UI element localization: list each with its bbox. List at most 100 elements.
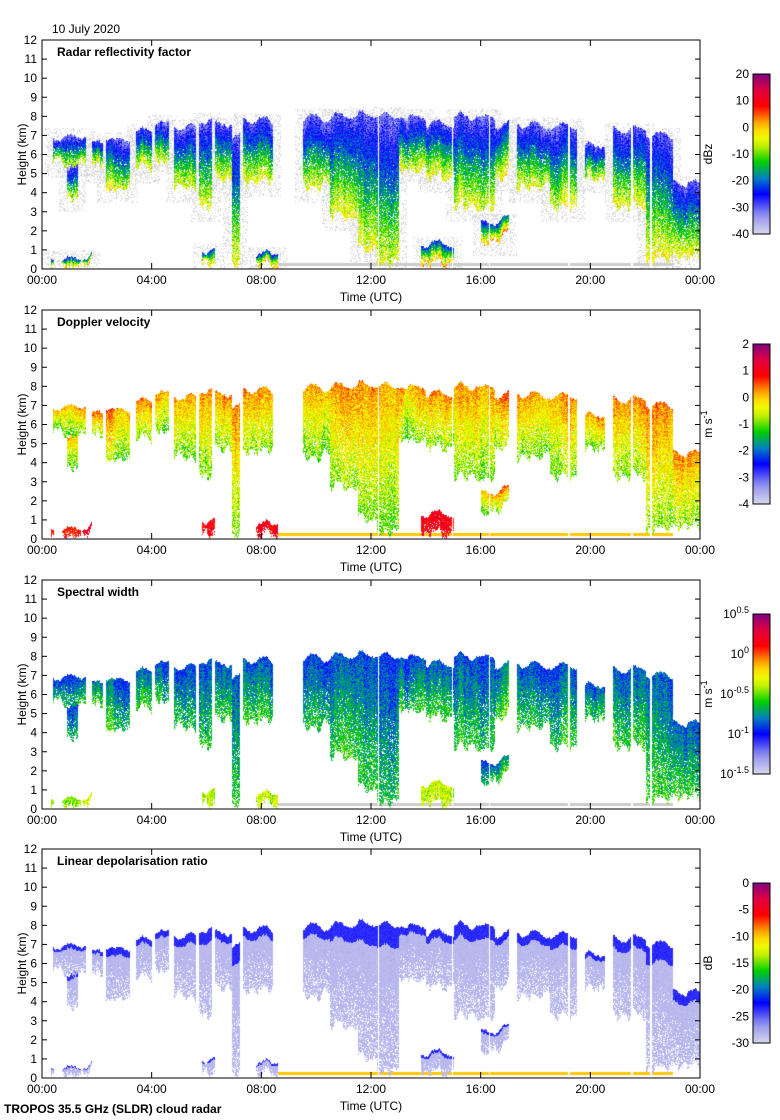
- colorbar-tick-label: 10-0.5: [720, 685, 749, 701]
- plot-frame: [41, 39, 701, 270]
- x-tick-label: 08:00: [246, 1082, 276, 1096]
- x-axis-label: Time (UTC): [340, 830, 402, 844]
- colorbar-tick-label: 10-1: [728, 725, 749, 741]
- colorbar-unit-label: m s-1: [699, 410, 715, 437]
- y-tick-label: 6: [30, 148, 37, 162]
- x-tick-label: 16:00: [466, 813, 496, 827]
- y-tick-label: 2: [30, 1033, 37, 1047]
- panel-title: Linear depolarisation ratio: [57, 854, 208, 868]
- colorbar-unit-label: m s-1: [699, 680, 715, 707]
- y-tick-label: 8: [30, 918, 37, 932]
- y-tick-label: 3: [30, 1014, 37, 1028]
- y-axis-label: Height (km): [15, 663, 29, 725]
- y-tick-label: 2: [30, 764, 37, 778]
- x-tick-label: 00:00: [27, 543, 57, 557]
- y-tick-label: 10: [24, 341, 38, 355]
- x-tick-label: 20:00: [575, 813, 605, 827]
- y-tick-label: 1: [30, 513, 37, 527]
- footer-label: TROPOS 35.5 GHz (SLDR) cloud radar: [4, 1102, 222, 1116]
- plot-frame: [41, 579, 701, 810]
- y-tick-label: 6: [30, 418, 37, 432]
- colorbar-tick-label: 20: [736, 67, 750, 81]
- colorbar-tick-label: -20: [732, 983, 750, 997]
- y-tick-label: 4: [30, 995, 37, 1009]
- y-tick-label: 4: [30, 726, 37, 740]
- colorbar-tick-label: 100: [731, 645, 749, 661]
- x-tick-label: 04:00: [137, 1082, 167, 1096]
- x-tick-label: 00:00: [27, 813, 57, 827]
- colorbar: [752, 73, 771, 235]
- y-tick-label: 9: [30, 360, 37, 374]
- x-tick-label: 00:00: [685, 1082, 715, 1096]
- x-tick-label: 04:00: [137, 273, 167, 287]
- y-tick-label: 8: [30, 649, 37, 663]
- x-tick-label: 00:00: [27, 273, 57, 287]
- x-tick-label: 04:00: [137, 543, 167, 557]
- y-tick-label: 6: [30, 688, 37, 702]
- colorbar-unit-label: dB: [701, 956, 715, 971]
- x-tick-label: 00:00: [685, 813, 715, 827]
- y-tick-label: 0: [30, 532, 37, 546]
- y-tick-label: 12: [24, 33, 38, 47]
- y-tick-label: 5: [30, 707, 37, 721]
- x-tick-label: 20:00: [575, 543, 605, 557]
- colorbar-tick-label: -25: [732, 1009, 750, 1023]
- colorbar: [752, 613, 771, 775]
- y-tick-label: 0: [30, 1071, 37, 1085]
- y-tick-label: 6: [30, 957, 37, 971]
- colorbar-tick-label: 0: [742, 876, 749, 890]
- colorbar: [752, 882, 771, 1044]
- y-tick-label: 11: [25, 322, 38, 336]
- panel-title: Radar reflectivity factor: [57, 45, 191, 59]
- colorbar-tick-label: 100.5: [723, 605, 749, 621]
- y-tick-label: 2: [30, 494, 37, 508]
- x-tick-label: 08:00: [246, 543, 276, 557]
- radar-heatmap-reflectivity: [42, 40, 700, 269]
- y-tick-label: 11: [25, 52, 38, 66]
- y-tick-label: 3: [30, 475, 37, 489]
- x-tick-label: 00:00: [27, 1082, 57, 1096]
- colorbar: [752, 343, 771, 505]
- y-tick-label: 8: [30, 109, 37, 123]
- x-tick-label: 20:00: [575, 273, 605, 287]
- y-tick-label: 11: [25, 592, 38, 606]
- y-axis-label: Height (km): [15, 123, 29, 185]
- plot-frame: [41, 848, 701, 1079]
- y-tick-label: 12: [24, 303, 38, 317]
- x-tick-label: 20:00: [575, 1082, 605, 1096]
- radar-heatmap-ldr: [42, 849, 700, 1078]
- x-axis-label: Time (UTC): [340, 1099, 402, 1113]
- y-axis-label: Height (km): [15, 932, 29, 994]
- radar-heatmap-velocity: [42, 310, 700, 539]
- colorbar-tick-label: -2: [738, 444, 749, 458]
- y-tick-label: 9: [30, 630, 37, 644]
- y-tick-label: 7: [30, 668, 37, 682]
- colorbar-tick-label: -30: [732, 200, 750, 214]
- colorbar-tick-label: -10: [732, 147, 750, 161]
- x-tick-label: 12:00: [356, 273, 386, 287]
- colorbar-tick-label: -1: [738, 417, 749, 431]
- y-tick-label: 5: [30, 976, 37, 990]
- x-axis-label: Time (UTC): [340, 290, 402, 304]
- x-tick-label: 12:00: [356, 543, 386, 557]
- x-tick-label: 16:00: [466, 543, 496, 557]
- colorbar-tick-label: -4: [738, 497, 749, 511]
- x-tick-label: 16:00: [466, 1082, 496, 1096]
- x-tick-label: 08:00: [246, 273, 276, 287]
- y-tick-label: 1: [30, 243, 37, 257]
- colorbar-tick-label: -15: [732, 956, 750, 970]
- colorbar-tick-label: -40: [732, 227, 750, 241]
- colorbar-tick-label: 10: [736, 94, 750, 108]
- y-tick-label: 11: [25, 861, 38, 875]
- colorbar-unit-label: dBz: [701, 144, 715, 165]
- y-tick-label: 4: [30, 456, 37, 470]
- colorbar-tick-label: -10: [732, 929, 750, 943]
- x-tick-label: 00:00: [685, 273, 715, 287]
- colorbar-tick-label: -30: [732, 1036, 750, 1050]
- y-tick-label: 10: [24, 71, 38, 85]
- radar-heatmap-width: [42, 580, 700, 809]
- y-tick-label: 2: [30, 224, 37, 238]
- x-tick-label: 12:00: [356, 1082, 386, 1096]
- y-tick-label: 5: [30, 437, 37, 451]
